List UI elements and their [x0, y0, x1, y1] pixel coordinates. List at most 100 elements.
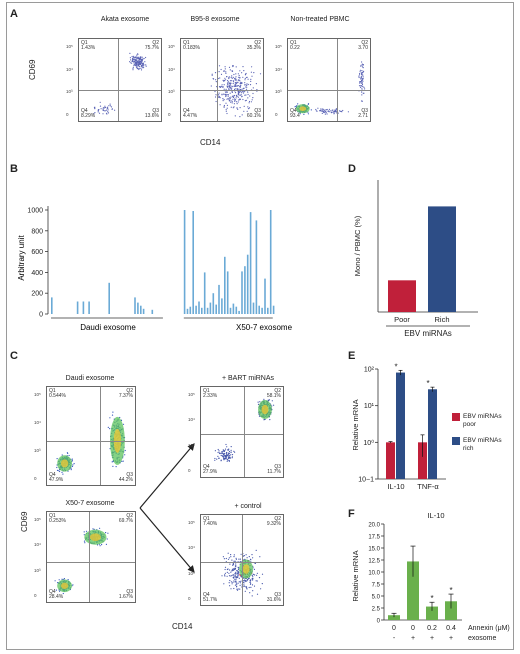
- bar-f: [388, 615, 400, 620]
- panel-f-ytick: 17.5: [368, 535, 380, 541]
- flow-c1-title: Daudi exosome: [65, 375, 115, 382]
- arrow-to-bart: [139, 443, 195, 509]
- flow-ytick: 10⁵: [188, 520, 195, 525]
- flow-a2-title: B95-8 exosome: [190, 16, 240, 23]
- bar-b: [183, 210, 186, 314]
- bar-b: [264, 278, 266, 314]
- quadrant-q3: Q3 11.7%: [267, 464, 281, 475]
- panel-c-xlabel: CD14: [172, 622, 193, 631]
- gate-vertical: [118, 39, 120, 121]
- bar-b: [272, 305, 275, 314]
- gate-vertical: [217, 39, 219, 121]
- quadrant-q3: Q3 13.6%: [144, 108, 159, 119]
- bar-b: [255, 220, 258, 314]
- gate-vertical: [89, 512, 91, 602]
- panel-f-exosome-sign: +: [430, 635, 434, 642]
- flow-c3-title: + BART miRNAs: [221, 375, 275, 382]
- panel-e-star: *: [394, 362, 397, 371]
- quadrant-q3: Q3 2.71: [358, 108, 368, 119]
- bar-b: [134, 297, 136, 314]
- panel-b-group-daudi: Daudi exosome: [80, 323, 136, 332]
- bar-b: [224, 256, 226, 314]
- bar-b: [229, 307, 232, 314]
- flow-ytick: 0: [168, 112, 171, 117]
- bar-d-poor: [388, 280, 416, 312]
- flow-ytick: 10⁵: [34, 517, 41, 522]
- legend-swatch: [452, 413, 460, 421]
- flow-plot-akata: Q1 1.43% Q2 75.7% Q4 8.29% Q3 13.6%: [78, 38, 162, 122]
- bar-f: [426, 606, 438, 620]
- panel-f-ytick: 15.0: [368, 547, 380, 553]
- quadrant-q2: Q2 58.1%: [266, 388, 281, 399]
- gate-horizontal: [201, 561, 283, 563]
- flow-ytick: 10⁴: [188, 545, 195, 551]
- bar-b: [249, 212, 252, 314]
- quadrant-q3: Q3 31.6%: [266, 592, 281, 603]
- legend-label: poor: [463, 421, 477, 428]
- panel-b-ylabel: Arbitrary unit: [17, 235, 26, 281]
- gate-horizontal: [47, 440, 135, 442]
- panel-f-category: 0.4: [446, 625, 456, 632]
- flow-plot-x50-7: Q1 0.253% Q2 69.7% Q4 28.4% Q3 1.67%: [46, 511, 136, 603]
- bar-b: [142, 308, 145, 314]
- quadrant-q3: Q3 1.67%: [118, 589, 133, 600]
- gate-vertical: [243, 387, 245, 477]
- panel-c-arrows: [139, 443, 195, 573]
- bar-b: [189, 306, 192, 314]
- bar-b: [221, 298, 223, 314]
- panel-e-category: IL-10: [387, 482, 404, 491]
- flow-plot-daudi: Q1 0.544% Q2 7.37% Q4 47.9% Q3 44.2%: [46, 386, 136, 486]
- bar-b: [82, 301, 85, 314]
- quadrant-q2: Q2 75.7%: [144, 40, 159, 51]
- panel-b-ytick: 1000: [27, 208, 43, 215]
- flow-ytick: 10⁴: [168, 66, 175, 72]
- flow-plot-b95-8: Q1 0.183% Q2 35.3% Q4 4.47% Q3 60.1%: [180, 38, 264, 122]
- flow-dots: [54, 527, 109, 595]
- panel-e-chart: 10−1 10⁰ 10¹ 10² Relative mRNA * IL-10 * TNF-α EB…: [351, 362, 502, 491]
- panel-b-ytick: 800: [31, 228, 43, 235]
- panel-e-ytick: 10⁰: [363, 439, 374, 447]
- bar-b: [215, 304, 217, 314]
- panel-a-ylabel: CD69: [28, 59, 37, 80]
- panel-f-exosome-sign: -: [393, 635, 396, 642]
- figure-frame: [6, 2, 514, 650]
- quadrant-q1: Q1 0.544%: [49, 388, 66, 399]
- flow-ytick: 0: [34, 476, 37, 481]
- legend-label: EBV miRNAs: [463, 413, 502, 420]
- panel-a-xlabel: CD14: [200, 138, 221, 147]
- quadrant-q1: Q1 1.43%: [81, 40, 96, 51]
- gate-horizontal: [181, 89, 263, 91]
- panel-d-chart: Poor Rich EBV miRNAs Mono / PBMC (%): [353, 180, 478, 338]
- panel-label-c: C: [10, 350, 18, 362]
- quadrant-q4: Q4 47.9%: [49, 472, 64, 483]
- bar-b: [140, 305, 142, 314]
- bar-b: [252, 302, 255, 314]
- quadrant-q3: Q3 60.1%: [246, 108, 261, 119]
- flow-c4-title: + control: [234, 503, 262, 510]
- quadrant-q3: Q3 44.2%: [118, 472, 133, 483]
- flow-ytick: 10⁴: [34, 542, 41, 548]
- bar-e: [386, 442, 395, 479]
- quadrant-q4: Q4 28.4%: [49, 589, 64, 600]
- gate-horizontal: [79, 89, 161, 91]
- panel-f-category: 0: [392, 625, 396, 632]
- flow-ytick: 10⁵: [168, 44, 175, 49]
- legend-label: EBV miRNAs: [463, 437, 502, 444]
- bar-b: [238, 310, 240, 314]
- panel-f-chart: IL-10 0 2.5 5.0 7.5 10.0 12.5 15.0 17.5 20.0 Relat…: [351, 511, 510, 642]
- bar-b: [261, 307, 263, 314]
- flow-plot-non-treated: Q1 0.22 Q2 3.70 Q4 93.4 Q3 2.71: [287, 38, 371, 122]
- flow-ytick: 0: [66, 112, 69, 117]
- panel-d-category: Rich: [434, 315, 449, 324]
- flow-dots: [294, 61, 366, 115]
- panel-f-category: 0: [411, 625, 415, 632]
- gate-horizontal: [201, 433, 283, 435]
- bar-b: [201, 307, 203, 314]
- bar-b: [226, 271, 229, 314]
- panel-b-ytick: 400: [31, 270, 43, 277]
- panel-e-ytick: 10−1: [358, 477, 374, 484]
- bar-b: [203, 272, 206, 314]
- flow-dots: [56, 411, 126, 475]
- quadrant-q4: Q4 8.29%: [81, 108, 96, 119]
- panel-f-title: IL-10: [427, 511, 444, 520]
